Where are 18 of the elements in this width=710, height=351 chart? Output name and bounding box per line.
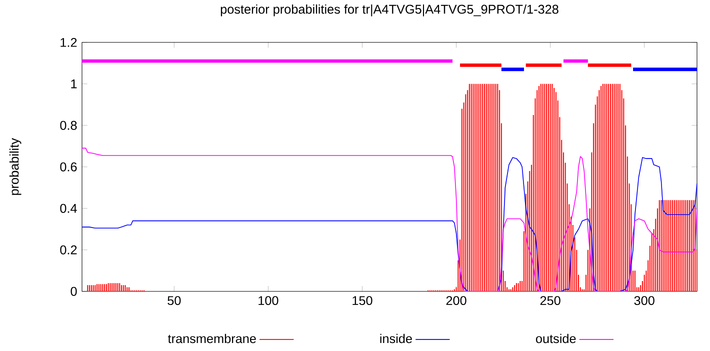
y-tick-label: 1 bbox=[71, 79, 77, 88]
y-tick-label: 0.4 bbox=[60, 204, 77, 213]
x-tick-label: 50 bbox=[168, 296, 181, 305]
y-tick-label: 0.2 bbox=[60, 245, 77, 254]
legend-label: inside bbox=[380, 334, 412, 343]
legend-label: transmembrane bbox=[168, 334, 256, 343]
chart-title: posterior probabilities for tr|A4TVG5|A4TVG5_9PROT/1-328 bbox=[220, 4, 558, 16]
y-axis-title: probability bbox=[9, 138, 22, 195]
x-tick-label: 150 bbox=[352, 296, 372, 305]
x-tick-label: 250 bbox=[540, 296, 560, 305]
legend-label: outside bbox=[536, 334, 576, 343]
y-tick-label: 0.8 bbox=[60, 120, 77, 130]
y-tick-label: 0.6 bbox=[60, 162, 77, 172]
x-tick-label: 200 bbox=[446, 296, 466, 305]
x-tick-label: 300 bbox=[634, 296, 654, 305]
y-tick-label: 0 bbox=[70, 286, 77, 296]
x-tick-label: 100 bbox=[258, 296, 278, 305]
y-tick-label: 1.2 bbox=[60, 38, 77, 47]
